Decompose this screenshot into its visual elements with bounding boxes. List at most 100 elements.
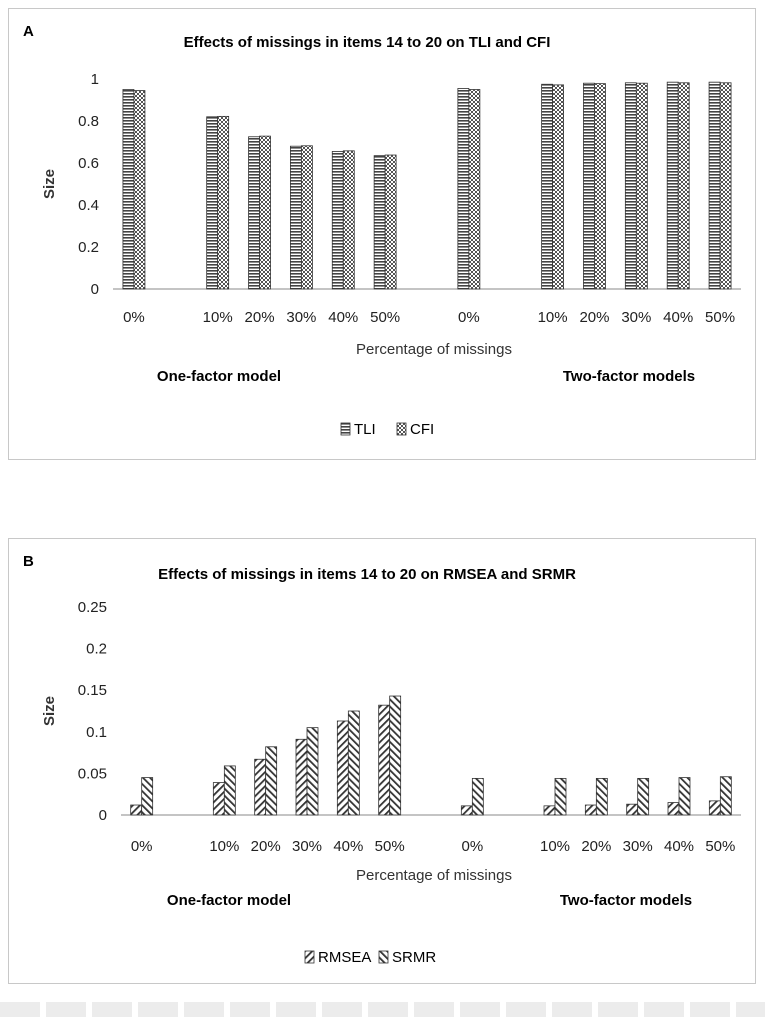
bar-tli [122,89,135,290]
panel-b: B Effects of missings in items 14 to 20 … [8,538,756,984]
x-tick-label: 20% [251,838,281,855]
x-tick-label: 40% [333,838,363,855]
y-tick-label: 0.25 [78,599,107,616]
bar-cfi [594,83,606,290]
legend-swatch-cfi [396,422,407,436]
y-axis-label: Size [41,169,58,199]
bar-rmsea [295,738,308,816]
y-tick-label: 0.6 [78,155,99,172]
x-tick-label: 30% [292,838,322,855]
chart-b: Effects of missings in items 14 to 20 on… [41,566,741,966]
x-tick-label: 10% [203,309,233,326]
bar-cfi [217,115,230,290]
bar-cfi [719,82,732,290]
bar-tli [624,82,637,290]
y-tick-label: 0.2 [86,641,107,658]
x-tick-label: 0% [461,838,483,855]
x-tick-label: 0% [123,309,145,326]
bar-tli [583,82,595,290]
bar-srmr [223,765,236,816]
bar-srmr [347,710,360,816]
bar-cfi [635,82,648,290]
bar-srmr [637,777,650,816]
bar-rmsea [584,804,597,816]
bar-rmsea [130,804,143,816]
x-tick-label: 50% [705,838,735,855]
panel-letter: B [23,553,34,570]
bar-rmsea [667,802,680,816]
y-tick-label: 0.4 [78,197,99,214]
bar-cfi [300,145,313,290]
x-tick-label: 20% [581,838,611,855]
panel-letter: A [23,23,34,40]
bar-rmsea [626,803,639,816]
bar-rmsea [378,704,391,816]
bar-srmr [265,746,278,816]
x-axis-label: Percentage of missings [356,867,512,884]
bar-rmsea [460,805,473,816]
legend-swatch-tli [340,422,351,436]
bar-tli [373,155,386,290]
bar-cfi [133,90,146,290]
y-tick-label: 1 [91,71,99,88]
bar-tli [457,88,470,290]
bar-srmr [141,777,154,816]
bar-rmsea [708,800,721,816]
bar-srmr [389,695,402,816]
bar-tli [708,81,721,290]
bar-srmr [678,777,691,816]
bar-cfi [468,89,481,290]
bar-tli [541,83,553,290]
x-tick-label: 0% [458,309,480,326]
bar-tli [206,116,219,290]
panel-a: A Effects of missings in items 14 to 20 … [8,8,756,460]
y-tick-label: 0.2 [78,239,99,256]
y-tick-label: 0.1 [86,724,107,741]
bar-tli [248,136,260,290]
y-tick-label: 0.8 [78,113,99,130]
caption-strip [0,1002,765,1017]
x-tick-label: 50% [375,838,405,855]
legend-label-cfi: CFI [410,421,434,438]
y-tick-label: 0.15 [78,682,107,699]
y-tick-label: 0.05 [78,765,107,782]
x-tick-label: 10% [538,309,568,326]
bar-tli [331,151,344,290]
group-label: One-factor model [167,892,291,909]
group-label: One-factor model [157,368,281,385]
x-tick-label: 20% [579,309,609,326]
x-tick-label: 40% [664,838,694,855]
x-tick-label: 50% [370,309,400,326]
bar-cfi [342,150,355,290]
bar-rmsea [212,782,225,816]
x-tick-label: 10% [209,838,239,855]
y-tick-label: 0 [99,807,107,824]
x-tick-label: 30% [623,838,653,855]
bar-cfi [259,135,271,290]
bar-rmsea [254,758,267,816]
legend-label-rmsea: RMSEA [318,949,371,966]
chart-title: Effects of missings in items 14 to 20 on… [158,566,576,583]
x-tick-label: 30% [621,309,651,326]
x-tick-label: 0% [131,838,153,855]
bar-srmr [719,776,732,816]
x-axis-label: Percentage of missings [356,341,512,358]
bar-srmr [471,777,484,816]
x-tick-label: 10% [540,838,570,855]
group-label: Two-factor models [563,368,695,385]
x-tick-label: 40% [328,309,358,326]
chart-title: Effects of missings in items 14 to 20 on… [184,34,551,51]
bar-tli [289,145,302,290]
bar-cfi [677,82,690,290]
bar-srmr [595,777,608,816]
bar-rmsea [543,805,556,816]
bar-cfi [552,84,564,290]
chart-a: Effects of missings in items 14 to 20 on… [41,34,741,438]
bar-tli [666,81,679,290]
legend-swatch-srmr [378,950,389,964]
bar-srmr [554,777,567,816]
legend-label-tli: TLI [354,421,376,438]
x-tick-label: 30% [286,309,316,326]
legend-label-srmr: SRMR [392,949,436,966]
bar-srmr [306,727,319,816]
